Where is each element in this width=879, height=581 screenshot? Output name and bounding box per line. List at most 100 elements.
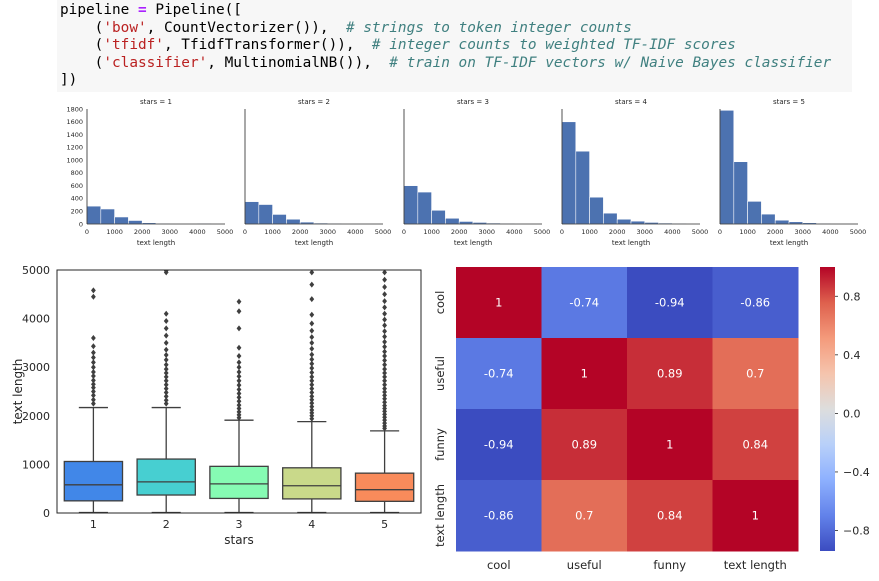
x-tick-label: 5 xyxy=(381,518,388,531)
outlier-point xyxy=(91,392,96,399)
y-tick-label: 4000 xyxy=(22,313,50,326)
outlier-point xyxy=(309,377,315,384)
code-token: # strings to token integer counts xyxy=(345,19,632,36)
y-tick-label: 800 xyxy=(71,169,83,177)
code-token: , CountVectorizer()), xyxy=(146,19,346,36)
outlier-point xyxy=(382,333,387,340)
heatmap-cell-label: -0.94 xyxy=(484,438,514,452)
y-tick-label: 1000 xyxy=(66,156,83,164)
x-axis-label: text length xyxy=(454,239,492,247)
outlier-point xyxy=(382,316,387,323)
y-tick-label: 400 xyxy=(71,195,83,203)
outlier-point xyxy=(382,270,387,276)
outlier-point xyxy=(382,304,387,311)
y-tick-label: 2000 xyxy=(22,410,50,423)
y-tick-label: 1800 xyxy=(66,105,83,113)
heatmap-cell-label: 0.84 xyxy=(742,438,768,452)
box-rect xyxy=(282,467,342,500)
x-tick-label: 1 xyxy=(90,518,97,531)
outlier-point xyxy=(236,386,242,393)
colorbar-tick-label: −0.4 xyxy=(843,466,870,479)
outlier-point xyxy=(309,320,315,327)
code-token: # integer counts to weighted TF-IDF scor… xyxy=(371,37,736,53)
outlier-point xyxy=(163,332,169,339)
histogram-facet: stars = 2 0 1000 2000 3000 4000 5000 text lengt… xyxy=(243,98,391,247)
outlier-point xyxy=(91,354,96,361)
x-tick-label: 1000 xyxy=(264,228,281,236)
heatmap-cell-label: -0.74 xyxy=(484,367,514,381)
heatmap-cell xyxy=(541,267,628,339)
heatmap-row-label: funny xyxy=(433,428,447,461)
colorbar-tick-label: 0.4 xyxy=(843,349,861,362)
box-group xyxy=(209,298,269,513)
outlier-point xyxy=(309,296,315,303)
outlier-point xyxy=(163,310,169,317)
heatmap-cell xyxy=(627,267,713,339)
heatmap-cell xyxy=(627,338,713,410)
x-axis-label: text length xyxy=(612,239,650,247)
x-axis-label: text length xyxy=(770,239,808,247)
heatmap-cell-label: 0.89 xyxy=(571,438,597,452)
outlier-point xyxy=(163,393,169,400)
x-tick-label: 4 xyxy=(308,518,315,531)
heatmap-cell xyxy=(456,338,542,410)
heatmap-col-label: useful xyxy=(567,558,602,572)
histogram-facet: stars = 5 0 1000 2000 3000 4000 5000 text lengt… xyxy=(718,98,866,247)
code-token: # train on TF-IDF vectors w/ Naive Bayes… xyxy=(389,54,832,71)
x-tick-label: 1000 xyxy=(106,228,123,236)
colorbar-tick-label: 0.0 xyxy=(843,407,861,420)
outlier-point xyxy=(382,381,387,388)
heatmap-cell xyxy=(712,480,799,552)
code-token: Pipeline([ xyxy=(146,2,242,18)
y-tick-label: 600 xyxy=(71,182,83,190)
code-token: ]) xyxy=(60,72,78,88)
x-tick-label: 2000 xyxy=(451,228,468,236)
x-tick-label: 0 xyxy=(402,228,406,236)
outlier-point xyxy=(309,403,315,410)
y-tick-label: 1600 xyxy=(66,118,83,126)
outlier-point xyxy=(236,394,242,401)
heatmap-cell-label: -0.86 xyxy=(484,509,514,523)
x-tick-label: 5000 xyxy=(692,228,709,236)
outlier-point xyxy=(382,366,387,373)
outlier-point xyxy=(236,382,242,389)
x-tick-label: 3000 xyxy=(479,228,496,236)
y-tick-label: 0 xyxy=(79,220,83,228)
outlier-point xyxy=(382,353,387,360)
outlier-point xyxy=(382,322,387,329)
box-rect xyxy=(136,458,196,496)
code-line: pipeline = Pipeline([ xyxy=(60,2,852,20)
outlier-point xyxy=(382,343,387,350)
outlier-point xyxy=(91,388,96,395)
outlier-point xyxy=(91,335,96,342)
x-tick-label: 0 xyxy=(243,228,247,236)
outlier-point xyxy=(309,281,315,288)
outlier-point xyxy=(382,284,387,291)
y-tick-label: 200 xyxy=(71,208,83,216)
outlier-point xyxy=(236,369,242,376)
x-tick-label: 4000 xyxy=(506,228,523,236)
outlier-point xyxy=(236,344,242,351)
outlier-point xyxy=(236,298,242,305)
heatmap-cell-label: -0.74 xyxy=(569,296,599,310)
x-tick-label: 4000 xyxy=(347,228,364,236)
code-token: ( xyxy=(60,19,104,36)
heatmap-row-label: text length xyxy=(433,484,447,547)
outlier-point xyxy=(91,287,96,294)
outlier-point xyxy=(309,339,315,346)
outlier-point xyxy=(309,385,315,392)
code-line: ]) xyxy=(60,72,852,90)
outlier-point xyxy=(163,389,169,396)
outlier-point xyxy=(382,310,387,317)
x-tick-label: 5000 xyxy=(850,228,867,236)
histogram-facet: stars = 3 0 1000 2000 3000 4000 5000 text lengt… xyxy=(402,98,550,247)
outlier-point xyxy=(236,359,242,366)
facet-title: stars = 1 xyxy=(140,98,172,106)
code-token: 'bow' xyxy=(103,19,147,36)
y-tick-label: 1000 xyxy=(22,458,50,471)
outlier-point xyxy=(309,373,315,380)
